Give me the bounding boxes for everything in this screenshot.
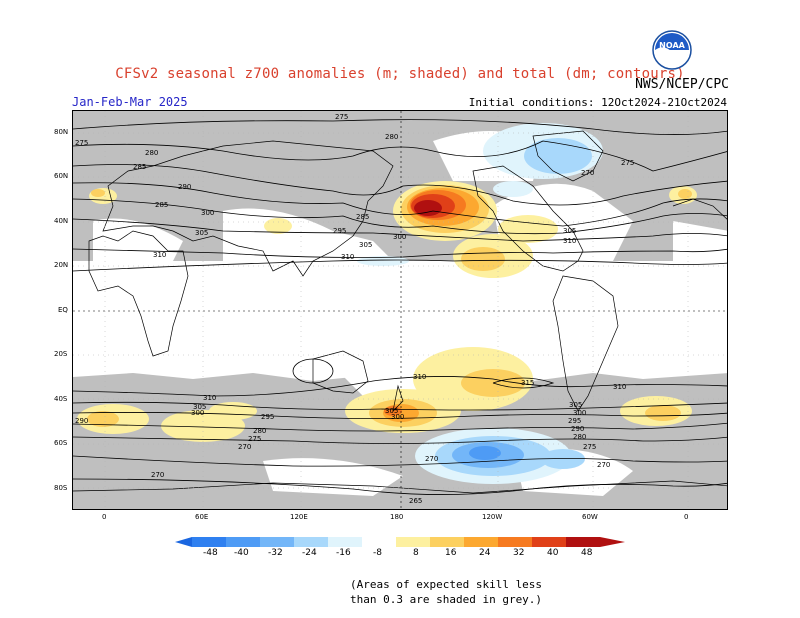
positive-anomalies	[77, 181, 697, 442]
contour-label: 310	[203, 394, 216, 402]
contour-label: 280	[573, 433, 586, 441]
tropical-skill-band	[73, 261, 727, 381]
contour-label: 310	[613, 383, 626, 391]
contour-label: 300	[393, 233, 406, 241]
contour-label: 315	[521, 379, 534, 387]
contour-label: 275	[583, 443, 596, 451]
agency-label: NWS/NCEP/CPC	[635, 77, 729, 92]
negative-anomalies	[357, 123, 603, 484]
svg-text:NOAA: NOAA	[659, 41, 685, 50]
colorbar-tick: -16	[336, 548, 351, 558]
contour-label: 305	[563, 227, 576, 235]
contour-label: 310	[413, 373, 426, 381]
lon-label: 0	[684, 513, 689, 521]
contour-label: 270	[238, 443, 251, 451]
contour-label: 310	[563, 237, 576, 245]
contour-label: 305	[385, 407, 398, 415]
colorbar-tick: -48	[203, 548, 218, 558]
contour-label: 290	[178, 183, 191, 191]
colorbar-tick: -8	[373, 548, 382, 558]
lat-label: 60N	[54, 172, 69, 180]
season-label: Jan-Feb-Mar 2025	[72, 95, 188, 109]
contour-label: 295	[568, 417, 581, 425]
lon-label: 60E	[195, 513, 209, 521]
lat-label: 80N	[54, 128, 69, 136]
contour-label: 310	[341, 253, 354, 261]
contour-label: 270	[597, 461, 610, 469]
lon-label: 60W	[582, 513, 598, 521]
map-canvas: 275 280 280 285 290 285 300 305 310 310 …	[73, 111, 727, 509]
coastlines	[73, 130, 727, 494]
colorbar-tick: -24	[302, 548, 317, 558]
colorbar-tick: -32	[268, 548, 283, 558]
skill-note-line: (Areas of expected skill less	[350, 578, 543, 591]
height-contours	[73, 119, 727, 495]
colorbar-tick: 40	[547, 548, 559, 558]
lat-label: 40N	[54, 217, 69, 225]
contour-label: 270	[425, 455, 438, 463]
lat-label: 60S	[54, 439, 68, 447]
contour-label: 270	[151, 471, 164, 479]
colorbar-tick: 8	[413, 548, 419, 558]
anomaly-map: 275 280 280 285 290 285 300 305 310 310 …	[72, 110, 728, 510]
lat-label: EQ	[58, 306, 68, 314]
noaa-logo-icon: NOAA	[652, 30, 692, 70]
graticule	[73, 111, 727, 509]
lon-label: 120E	[290, 513, 308, 521]
contour-label: 300	[191, 409, 204, 417]
colorbar-tick: 32	[513, 548, 525, 558]
contour-label: 295	[261, 413, 274, 421]
colorbar	[175, 537, 625, 547]
contour-label: 275	[75, 139, 88, 147]
contour-label: 275	[621, 159, 634, 167]
contour-label: 285	[155, 201, 168, 209]
contour-label: 300	[391, 413, 404, 421]
initial-conditions-label: Initial conditions: 12Oct2024-21Oct2024	[468, 96, 727, 109]
contour-label: 300	[201, 209, 214, 217]
contour-label: 285	[356, 213, 369, 221]
contour-label: 265	[409, 497, 422, 505]
contour-label: 305	[195, 229, 208, 237]
contour-label: 275	[248, 435, 261, 443]
lon-label: 180	[390, 513, 404, 521]
lat-label: 20N	[54, 261, 69, 269]
contour-label: 290	[75, 417, 88, 425]
contour-label: 305	[359, 241, 372, 249]
lon-label: 120W	[482, 513, 503, 521]
colorbar-tick: 24	[479, 548, 491, 558]
chart-title: CFSv2 seasonal z700 anomalies (m; shaded…	[115, 66, 685, 82]
skill-note: (Areas of expected skill less than 0.3 a…	[350, 577, 542, 607]
contour-label: 280	[385, 133, 398, 141]
lat-label: 20S	[54, 350, 68, 358]
contour-label: 290	[571, 425, 584, 433]
colorbar-tick: 16	[445, 548, 457, 558]
lon-label: 0	[102, 513, 107, 521]
contour-label: 275	[335, 113, 348, 121]
lat-label: 80S	[54, 484, 68, 492]
contour-label: 280	[145, 149, 158, 157]
contour-label: 280	[253, 427, 266, 435]
contour-label: 305	[569, 401, 582, 409]
lat-label: 40S	[54, 395, 68, 403]
contour-label: 300	[573, 409, 586, 417]
colorbar-tick: -40	[234, 548, 249, 558]
contour-label: 270	[581, 169, 594, 177]
contour-label: 305	[193, 403, 206, 411]
contour-label: 310	[153, 251, 166, 259]
skill-note-line: than 0.3 are shaded in grey.)	[350, 593, 543, 606]
contour-label: 285	[133, 163, 146, 171]
colorbar-tick: 48	[581, 548, 593, 558]
contour-label: 295	[333, 227, 346, 235]
